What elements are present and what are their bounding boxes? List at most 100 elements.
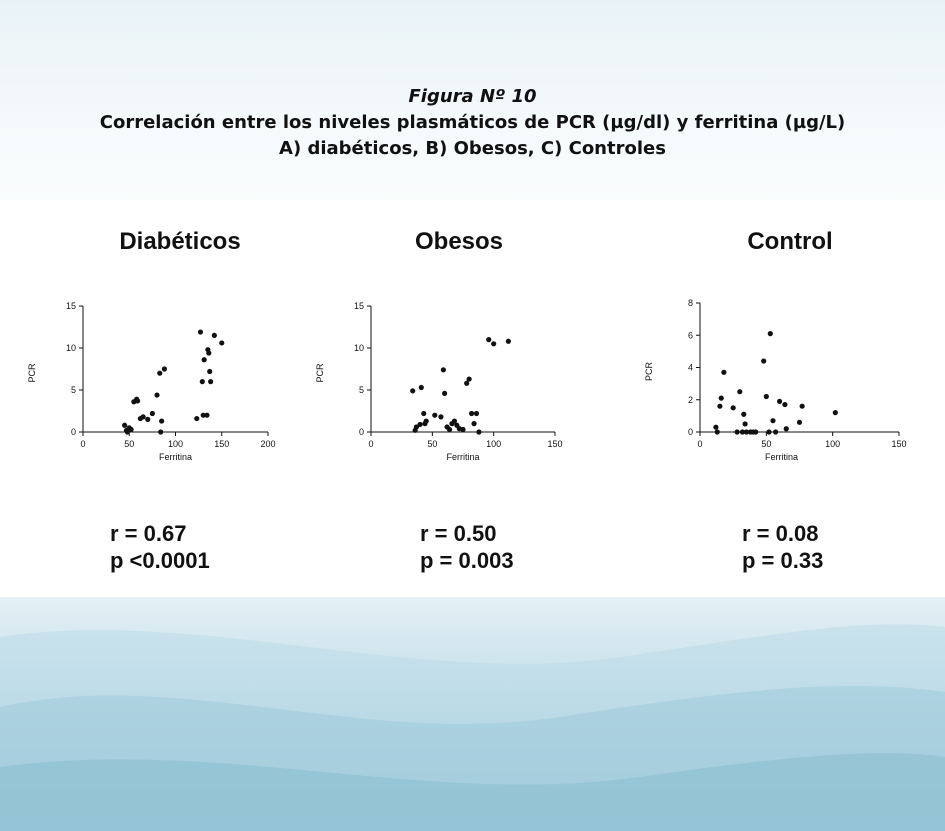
- data-point: [832, 410, 838, 416]
- data-point: [140, 414, 146, 420]
- x-tick-label: 100: [486, 439, 501, 449]
- data-point: [157, 370, 163, 376]
- y-tick-label: 0: [71, 427, 76, 437]
- y-tick-label: 4: [688, 363, 693, 373]
- x-tick-label: 0: [80, 439, 85, 449]
- y-tick-label: 0: [688, 427, 693, 437]
- stat-p-value: p <0.0001: [110, 548, 210, 573]
- data-point: [491, 341, 497, 347]
- data-point: [464, 380, 470, 386]
- data-point: [473, 410, 480, 417]
- data-point: [770, 418, 776, 424]
- data-point: [432, 412, 438, 418]
- chart-obesos: Obesos 0 50 100 150 0 5 10 15 Ferritina PCR r = 0.5…: [315, 228, 563, 573]
- data-point: [423, 418, 429, 424]
- y-axis-label: PCR: [644, 362, 654, 382]
- data-point: [219, 340, 225, 346]
- y-tick-label: 15: [354, 301, 364, 311]
- data-point: [713, 424, 719, 430]
- data-point: [460, 426, 466, 433]
- data-point: [417, 421, 423, 428]
- figure-caption-line-1: Correlación entre los niveles plasmático…: [99, 112, 846, 133]
- data-point: [505, 338, 511, 344]
- data-point: [200, 412, 206, 418]
- x-axis-label: Ferritina: [159, 452, 192, 462]
- stat-r-value: r = 0.50: [420, 521, 496, 546]
- data-point: [471, 421, 477, 427]
- data-point: [199, 379, 205, 385]
- data-point: [201, 357, 207, 363]
- data-point: [421, 410, 427, 417]
- x-tick-label: 200: [260, 439, 275, 449]
- x-axis-label: Ferritina: [446, 452, 479, 462]
- y-tick-label: 0: [359, 427, 364, 437]
- data-point: [753, 429, 759, 435]
- data-point: [730, 405, 736, 411]
- data-point: [207, 368, 213, 375]
- decorative-wave-background: [0, 597, 945, 831]
- data-point: [737, 389, 743, 395]
- data-point: [134, 398, 141, 404]
- chart-title: Control: [747, 228, 832, 255]
- stat-r-value: r = 0.08: [742, 521, 818, 546]
- data-point: [211, 332, 217, 338]
- figure-label: Figura Nº 10: [408, 86, 537, 107]
- y-tick-label: 8: [688, 298, 693, 308]
- data-point: [767, 331, 773, 337]
- y-tick-label: 10: [66, 343, 76, 353]
- chart-title: Obesos: [415, 228, 503, 255]
- data-point: [734, 429, 740, 435]
- data-point: [145, 416, 151, 422]
- chart-title: Diabéticos: [119, 228, 240, 255]
- y-axis-label: PCR: [27, 363, 37, 383]
- y-tick-label: 15: [66, 301, 76, 311]
- data-point: [158, 429, 164, 435]
- x-tick-label: 150: [891, 439, 906, 449]
- stat-p-value: p = 0.33: [742, 548, 823, 573]
- data-point: [763, 393, 769, 400]
- data-point: [204, 412, 210, 418]
- data-point: [799, 403, 805, 409]
- data-point: [466, 376, 472, 382]
- data-point: [476, 429, 482, 435]
- data-point: [413, 424, 419, 430]
- data-point: [743, 429, 750, 435]
- data-point: [486, 337, 492, 343]
- data-point: [766, 429, 772, 435]
- x-axis-label: Ferritina: [765, 452, 798, 462]
- data-point: [442, 390, 448, 396]
- data-point: [154, 392, 160, 398]
- data-point: [773, 429, 779, 435]
- x-tick-label: 100: [168, 439, 183, 449]
- x-tick-label: 100: [825, 439, 840, 449]
- figure-panel: Diabéticos 0 50 100 150 200 0 5 10 15 Ferritina PCR…: [0, 200, 945, 597]
- x-tick-label: 150: [547, 439, 562, 449]
- stat-r-value: r = 0.67: [110, 521, 186, 546]
- data-point: [468, 410, 475, 417]
- data-point: [717, 403, 723, 409]
- x-tick-label: 50: [761, 439, 771, 449]
- data-point: [197, 329, 204, 335]
- data-point: [714, 429, 720, 435]
- header-band: [0, 0, 945, 200]
- data-point: [418, 384, 424, 391]
- chart-diabeticos: Diabéticos 0 50 100 150 200 0 5 10 15 Ferritina PCR…: [27, 228, 276, 573]
- data-point: [777, 398, 783, 404]
- x-tick-label: 150: [214, 439, 229, 449]
- data-point: [440, 367, 446, 373]
- figure-caption: Figura Nº 10 Correlación entre los nivel…: [0, 84, 945, 162]
- x-tick-label: 0: [368, 439, 373, 449]
- y-tick-label: 10: [354, 343, 364, 353]
- data-point: [194, 415, 200, 422]
- x-tick-label: 0: [697, 439, 702, 449]
- data-point: [451, 418, 458, 424]
- data-point: [122, 422, 128, 428]
- data-point: [159, 418, 165, 424]
- data-point: [742, 421, 748, 427]
- data-point: [128, 426, 134, 433]
- data-point: [741, 411, 747, 417]
- data-point: [149, 410, 155, 417]
- data-point: [783, 426, 789, 432]
- figure-caption-line-2: A) diabéticos, B) Obesos, C) Controles: [279, 138, 666, 159]
